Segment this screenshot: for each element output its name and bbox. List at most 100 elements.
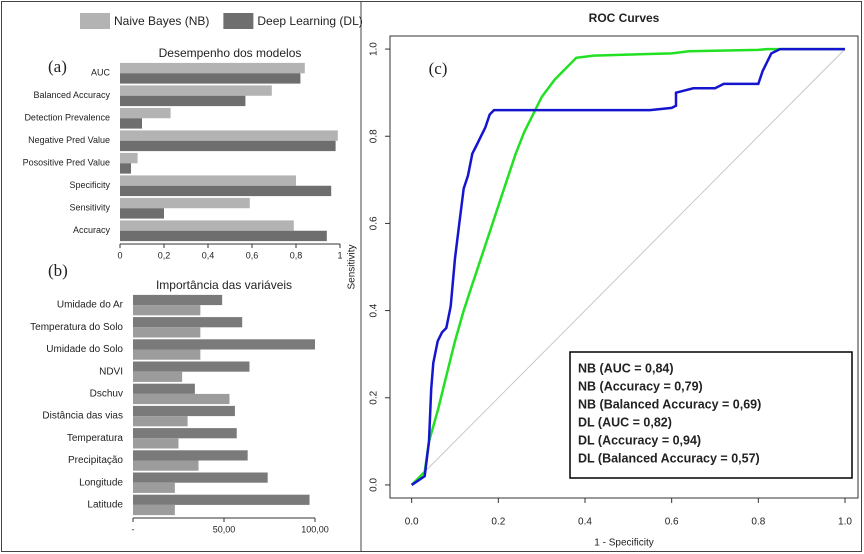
category-label: Distância das vias xyxy=(42,411,123,422)
bar xyxy=(133,349,201,360)
bar xyxy=(120,140,336,152)
plot-frame xyxy=(389,35,859,499)
x-tick-label: 100,00 xyxy=(301,524,329,534)
x-tick-label: 0,4 xyxy=(202,250,215,260)
bar xyxy=(133,361,250,372)
annotation: NB (Accuracy = 0,79) xyxy=(578,379,703,393)
bar xyxy=(133,460,199,471)
category-label: Umidade do Ar xyxy=(57,300,124,311)
bar xyxy=(133,339,315,350)
x-tick-label: 0.2 xyxy=(491,517,505,528)
category-label: Umidade do Solo xyxy=(46,344,123,355)
bar xyxy=(120,107,171,119)
category-label: Temperatura xyxy=(67,433,124,444)
bar xyxy=(133,383,195,394)
bar xyxy=(133,371,183,382)
legend-label: Naive Bayes (NB) xyxy=(114,14,209,28)
annotation: NB (AUC = 0,84) xyxy=(578,361,674,375)
annotation-box xyxy=(569,351,853,479)
bar xyxy=(133,482,175,493)
x-tick-label: 0.4 xyxy=(578,517,592,528)
bar xyxy=(133,428,237,439)
roc-line xyxy=(411,48,846,486)
bar xyxy=(133,504,175,516)
category-label: Latitude xyxy=(87,500,123,511)
bar xyxy=(120,85,272,96)
category-label: Specificity xyxy=(69,180,110,190)
bar xyxy=(120,130,338,141)
category-label: Balanced Accuracy xyxy=(33,90,110,100)
roc-line xyxy=(411,47,845,486)
bar xyxy=(120,185,332,197)
panel-label: (c) xyxy=(429,59,448,78)
x-tick-label: - xyxy=(132,524,135,534)
chart-title: Desempenho dos modelos xyxy=(159,46,302,60)
bar xyxy=(133,405,235,417)
x-tick-label: 0,2 xyxy=(158,250,171,260)
annotation: DL (AUC = 0,82) xyxy=(578,415,672,429)
x-tick-label: 0,8 xyxy=(290,250,303,260)
category-label: Dschuv xyxy=(90,389,123,400)
x-tick-label: 1.0 xyxy=(838,517,852,528)
bar xyxy=(133,317,243,328)
category-label: Negative Pred Value xyxy=(28,135,110,145)
y-tick-label: 0.0 xyxy=(369,478,380,492)
y-tick-label: 0.2 xyxy=(369,390,380,404)
bar xyxy=(133,305,201,316)
category-label: Sensitivity xyxy=(69,203,110,213)
bar xyxy=(120,62,305,74)
annotation: DL (Balanced Accuracy = 0,57) xyxy=(578,451,760,465)
bar xyxy=(120,220,294,231)
annotation: NB (Balanced Accuracy = 0,69) xyxy=(578,397,761,411)
category-label: Posositive Pred Value xyxy=(23,158,110,168)
bar xyxy=(120,152,138,164)
annotation: DL (Accuracy = 0,94) xyxy=(578,433,701,447)
bar xyxy=(120,163,131,174)
bar xyxy=(133,393,230,405)
bar xyxy=(120,230,327,242)
y-axis-label: Sensitivity xyxy=(347,244,358,289)
panel-label: (b) xyxy=(48,261,68,280)
bar xyxy=(133,450,248,461)
bar xyxy=(133,327,201,338)
y-tick-label: 0.4 xyxy=(369,303,380,317)
bar xyxy=(133,438,179,449)
bar xyxy=(120,118,142,129)
category-label: Accuracy xyxy=(73,225,111,235)
x-axis-label: 1 - Specificity xyxy=(594,538,653,549)
bar xyxy=(120,95,246,107)
category-label: Detection Prevalence xyxy=(24,113,110,123)
bar xyxy=(133,494,310,505)
category-label: Precipitação xyxy=(68,455,123,466)
roc-line xyxy=(410,47,845,486)
bar xyxy=(120,197,250,209)
category-label: Temperatura do Solo xyxy=(30,322,123,333)
x-tick-label: 0,6 xyxy=(246,250,259,260)
bar xyxy=(120,73,301,84)
x-tick-label: 0 xyxy=(117,250,122,260)
bar xyxy=(133,294,223,306)
bar xyxy=(120,208,164,219)
bar xyxy=(133,472,268,483)
panel-label: (a) xyxy=(48,57,67,76)
chart-title: ROC Curves xyxy=(589,11,660,25)
x-tick-label: 0.6 xyxy=(665,517,679,528)
x-tick-label: 0.8 xyxy=(751,517,765,528)
bar xyxy=(133,416,188,427)
legend-label: Deep Learning (DL) xyxy=(257,14,362,28)
y-tick-label: 1.0 xyxy=(369,42,380,56)
legend-swatch xyxy=(223,13,254,29)
y-tick-label: 0.6 xyxy=(369,216,380,230)
category-label: Longitude xyxy=(79,477,123,488)
legend-swatch xyxy=(80,13,110,29)
x-tick-label: 0.0 xyxy=(405,517,419,528)
x-tick-label: 1 xyxy=(337,250,342,260)
chart-title: Importância das variáveis xyxy=(156,278,292,292)
bar xyxy=(120,175,296,186)
category-label: NDVI xyxy=(99,366,123,377)
x-tick-label: 50,00 xyxy=(213,524,236,534)
category-label: AUC xyxy=(91,68,111,78)
y-tick-label: 0.8 xyxy=(369,129,380,143)
